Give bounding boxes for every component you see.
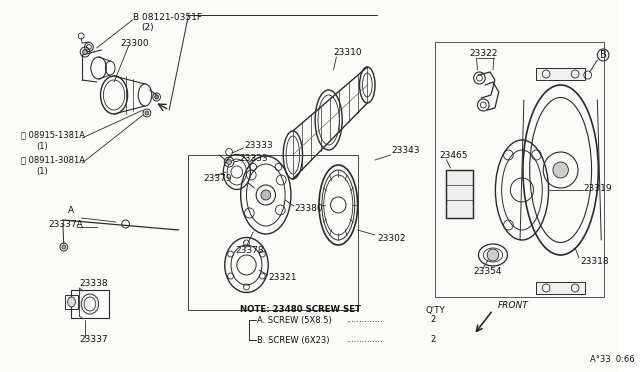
Bar bbox=[445, 170, 473, 218]
Bar bbox=[445, 170, 473, 218]
Text: 2: 2 bbox=[430, 336, 435, 344]
Text: 23310: 23310 bbox=[333, 48, 362, 57]
Bar bbox=[536, 68, 585, 80]
Text: 23302: 23302 bbox=[377, 234, 406, 243]
Text: A. SCREW (5X8.5): A. SCREW (5X8.5) bbox=[257, 315, 332, 324]
Circle shape bbox=[553, 162, 568, 178]
Text: 23337A: 23337A bbox=[49, 219, 83, 228]
Text: 23319: 23319 bbox=[584, 183, 612, 192]
Text: 23333: 23333 bbox=[244, 141, 273, 150]
Text: ..............: .............. bbox=[346, 315, 383, 324]
Circle shape bbox=[62, 245, 66, 249]
Text: 23318: 23318 bbox=[580, 257, 609, 266]
Text: (2): (2) bbox=[141, 22, 154, 32]
Text: B. SCREW (6X23): B. SCREW (6X23) bbox=[257, 336, 330, 344]
Bar bbox=[435, 42, 604, 297]
Text: 23333: 23333 bbox=[240, 154, 268, 163]
Text: 23337: 23337 bbox=[79, 336, 108, 344]
Text: (1): (1) bbox=[36, 167, 49, 176]
Text: 23321: 23321 bbox=[269, 273, 297, 282]
Circle shape bbox=[261, 190, 271, 200]
Text: 23338: 23338 bbox=[79, 279, 108, 288]
Ellipse shape bbox=[68, 297, 76, 307]
Text: 2: 2 bbox=[430, 315, 435, 324]
Text: 23354: 23354 bbox=[474, 267, 502, 276]
Text: ..............: .............. bbox=[346, 336, 383, 344]
Bar bbox=[189, 155, 358, 310]
Text: 23380: 23380 bbox=[295, 203, 323, 212]
Text: ⓜ 08915-1381A: ⓜ 08915-1381A bbox=[21, 131, 85, 140]
Bar bbox=[536, 282, 585, 294]
Circle shape bbox=[227, 160, 232, 164]
Bar bbox=[70, 290, 109, 318]
Bar bbox=[65, 295, 78, 309]
Text: Q'TY: Q'TY bbox=[426, 305, 445, 314]
Text: B 08121-0351F: B 08121-0351F bbox=[133, 13, 202, 22]
Circle shape bbox=[145, 111, 149, 115]
Text: NOTE: 23480 SCREW SET: NOTE: 23480 SCREW SET bbox=[240, 305, 361, 314]
Text: 23378: 23378 bbox=[235, 246, 264, 254]
Circle shape bbox=[155, 95, 159, 99]
Circle shape bbox=[83, 49, 88, 55]
Text: A: A bbox=[68, 205, 74, 215]
Text: A°33  0:66: A°33 0:66 bbox=[589, 356, 634, 365]
Text: 23300: 23300 bbox=[121, 38, 150, 48]
Text: (1): (1) bbox=[36, 141, 49, 151]
Text: B: B bbox=[600, 50, 607, 60]
Text: ⓝ 08911-3081A: ⓝ 08911-3081A bbox=[21, 155, 85, 164]
Text: FRONT: FRONT bbox=[498, 301, 529, 310]
Text: 23322: 23322 bbox=[469, 48, 497, 58]
Text: 23465: 23465 bbox=[440, 151, 468, 160]
Circle shape bbox=[487, 249, 499, 261]
Text: 23379: 23379 bbox=[203, 173, 232, 183]
Text: 23343: 23343 bbox=[392, 145, 420, 154]
